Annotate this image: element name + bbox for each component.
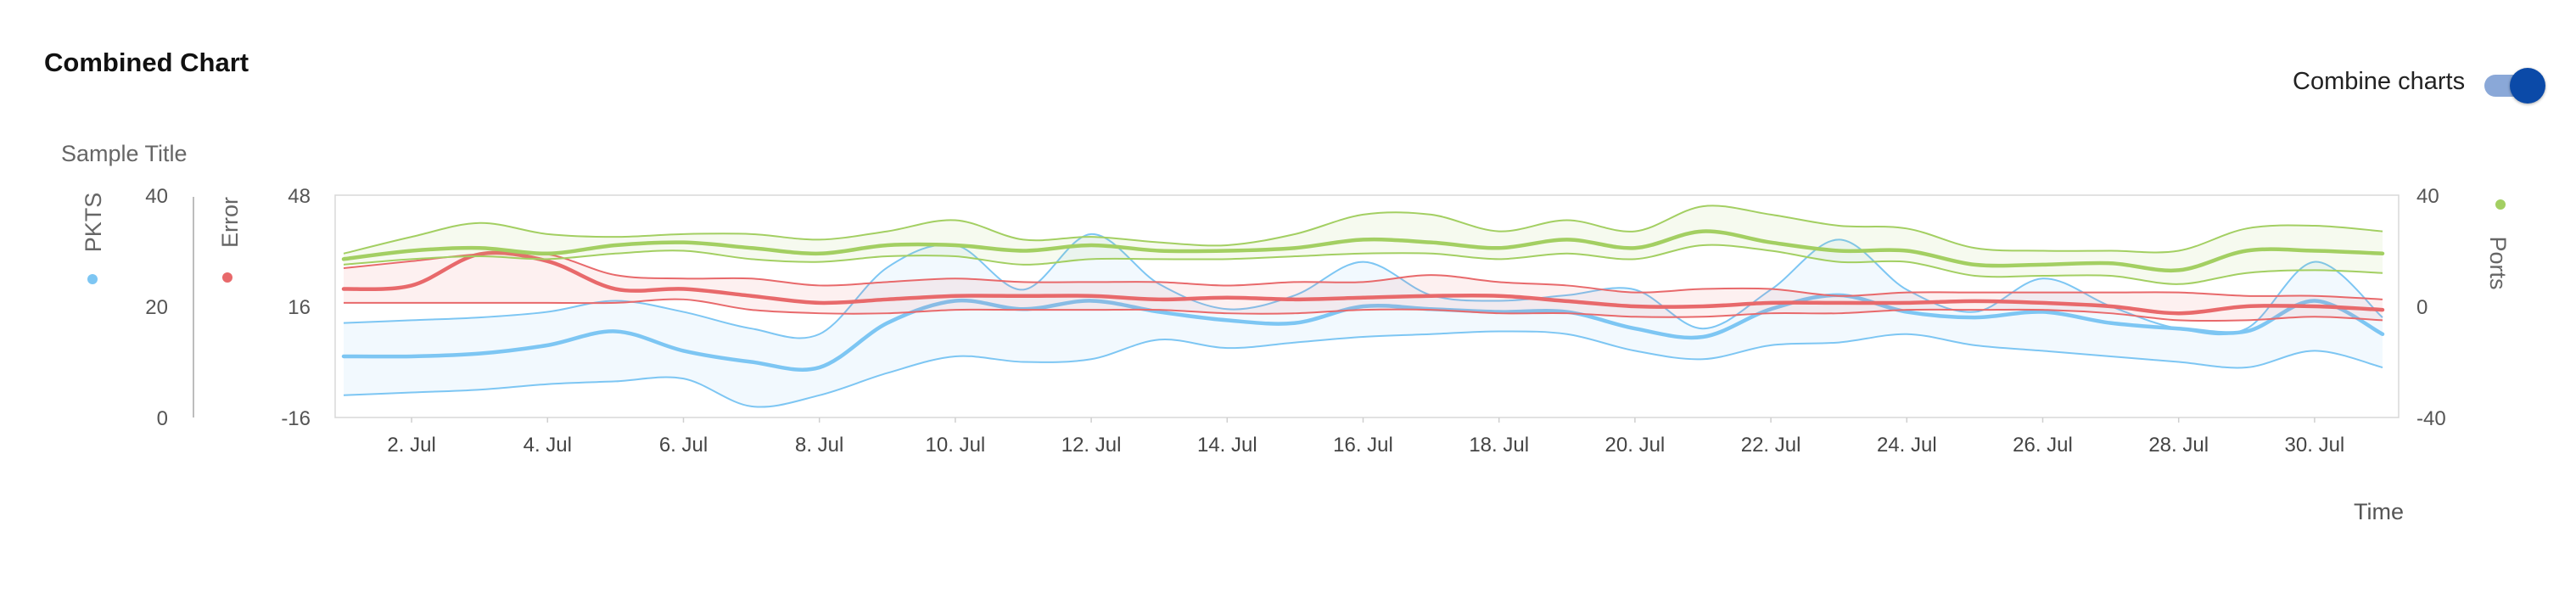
error-axis-tick-label: -16 <box>281 407 311 430</box>
error-axis-tick-label: 48 <box>288 185 311 208</box>
ports-legend-dot <box>2495 199 2506 210</box>
plot-frame <box>334 194 2400 418</box>
sample-title: Sample Title <box>61 141 188 166</box>
toggle-knob <box>2510 68 2545 104</box>
pkts-range-band <box>344 233 2383 407</box>
x-tick-label: 12. Jul <box>1061 434 1122 457</box>
pkts-axis-tick-label: 20 <box>145 296 168 319</box>
combine-charts-label: Combine charts <box>2293 68 2466 95</box>
x-tick-label: 14. Jul <box>1197 434 1257 457</box>
pkts-lower-line <box>343 330 2383 408</box>
chart-title: Combined Chart <box>44 48 249 77</box>
error-axis-title: Error <box>217 197 243 248</box>
x-tick-label: 10. Jul <box>926 434 986 457</box>
x-tick-label: 26. Jul <box>2013 434 2073 457</box>
x-tick-label: 16. Jul <box>1333 434 1393 457</box>
error-legend-dot <box>222 272 232 283</box>
ports-series-line <box>341 229 2385 273</box>
x-tick-label: 8. Jul <box>795 434 843 457</box>
x-tick-label: 28. Jul <box>2148 434 2209 457</box>
ports-lower-line <box>343 244 2383 285</box>
x-axis-title: Time <box>2354 499 2404 524</box>
ports-axis-tick-label: -40 <box>2416 407 2446 430</box>
x-tick-label: 24. Jul <box>1877 434 1937 457</box>
pkts-legend-dot <box>87 274 98 284</box>
error-series-line <box>341 250 2385 316</box>
pkts-upper-line <box>343 233 2383 339</box>
x-tick-label: 22. Jul <box>1741 434 1801 457</box>
ports-upper-line <box>343 205 2383 255</box>
combine-charts-toggle[interactable] <box>2484 68 2545 104</box>
ports-axis-tick-label: 0 <box>2416 296 2428 319</box>
x-tick-label: 6. Jul <box>659 434 708 457</box>
ports-range-band <box>344 205 2383 284</box>
error-upper-line <box>343 251 2383 300</box>
pkts-axis-title: PKTS <box>81 193 106 253</box>
pkts-series-line <box>341 293 2385 372</box>
x-tick-label: 2. Jul <box>387 434 435 457</box>
pkts-axis-tick-label: 40 <box>145 185 168 208</box>
x-tick-label: 18. Jul <box>1469 434 1529 457</box>
error-axis-tick-label: 16 <box>288 296 311 319</box>
ports-axis-title: Ports <box>2485 236 2511 289</box>
ports-axis-tick-label: 40 <box>2416 185 2439 208</box>
pkts-axis-tick-label: 0 <box>157 407 168 430</box>
x-tick-label: 4. Jul <box>524 434 572 457</box>
x-tick-label: 30. Jul <box>2285 434 2345 457</box>
x-tick-label: 20. Jul <box>1605 434 1666 457</box>
error-lower-line <box>344 298 2383 322</box>
